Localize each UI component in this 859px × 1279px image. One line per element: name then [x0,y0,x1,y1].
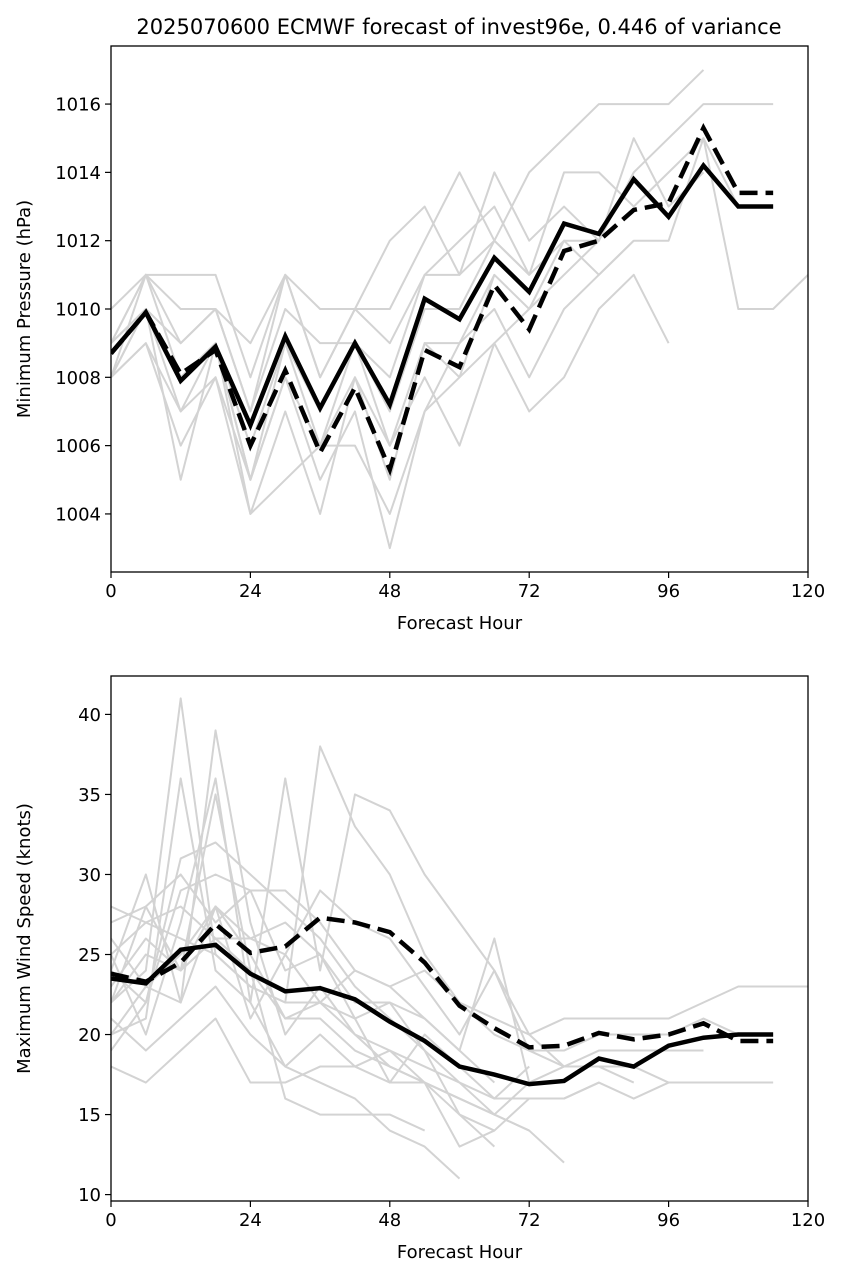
wind-y-tick-label: 25 [78,945,101,966]
pressure-x-axis-label: Forecast Hour [397,613,523,634]
wind-x-tick-label: 120 [791,1210,825,1231]
wind-y-tick-label: 30 [78,865,101,886]
wind-y-tick-label: 35 [78,785,101,806]
pressure-y-tick-label: 1010 [55,300,101,321]
pressure-x-tick-label: 120 [791,581,825,602]
wind-plot-area [111,697,808,1180]
pressure-x-tick-label: 72 [518,581,541,602]
pressure-ensemble-member-line [111,274,496,481]
wind-ensemble-member-line [111,697,704,1068]
pressure-panel: 0 24 48 72 96 120 1004 1006 1008 1010 1012 1014 1016… [14,45,825,634]
wind-ensemble-member-line [111,793,565,1164]
pressure-solid-series-line [111,161,774,431]
wind-ensemble-member-line [111,905,426,1132]
wind-ensemble-member-line [111,841,530,1132]
wind-ensemble-member-line [111,873,774,1052]
wind-ensemble-member-line [111,905,495,1148]
pressure-ensemble-member-line [111,69,705,379]
pressure-x-tick-label: 48 [378,581,401,602]
pressure-ensemble-member-line [111,239,530,413]
wind-x-tick-label: 48 [378,1210,401,1231]
wind-solid-series-line [111,942,774,1087]
pressure-y-tick-label: 1006 [55,436,101,457]
chart-title: 2025070600 ECMWF forecast of invest96e, … [136,15,781,39]
pressure-ensemble-member-line [111,137,705,447]
wind-ensemble-member-line [111,985,461,1180]
pressure-dashed-series-line [111,122,774,477]
pressure-y-tick-label: 1008 [55,368,101,389]
pressure-x-tick-label: 0 [105,581,116,602]
pressure-y-tick-label: 1014 [55,163,101,184]
wind-x-tick-label: 0 [105,1210,116,1231]
wind-x-tick-label: 72 [518,1210,541,1231]
pressure-y-tick-label: 1004 [55,504,101,525]
wind-y-tick-label: 20 [78,1025,101,1046]
wind-panel: 0 24 48 72 96 120 10 15 20 25 30 35 40 Forecast Hour M… [14,675,825,1263]
pressure-x-tick-label: 24 [239,581,262,602]
wind-y-axis-label: Maximum Wind Speed (knots) [14,803,35,1074]
wind-axes-frame [110,675,809,1202]
wind-y-tick-label: 10 [78,1185,101,1206]
wind-ensemble-member-line [111,729,635,1116]
pressure-plot-area [111,69,808,550]
pressure-ensemble-member-line [111,103,774,345]
pressure-x-tick-label: 96 [657,581,680,602]
pressure-y-tick-label: 1012 [55,231,101,252]
wind-ensemble-member-line [111,777,600,1132]
wind-ensemble-member-line [111,1017,774,1100]
pressure-y-tick-label: 1016 [55,95,101,116]
pressure-ensemble-member-line [111,239,600,515]
wind-y-tick-label: 15 [78,1105,101,1126]
pressure-y-axis-label: Minimum Pressure (hPa) [14,200,35,418]
wind-x-tick-label: 96 [657,1210,680,1231]
wind-x-axis-label: Forecast Hour [397,1242,523,1263]
wind-x-tick-label: 24 [239,1210,262,1231]
wind-dashed-series-line [111,915,774,1050]
wind-y-tick-label: 40 [78,705,101,726]
